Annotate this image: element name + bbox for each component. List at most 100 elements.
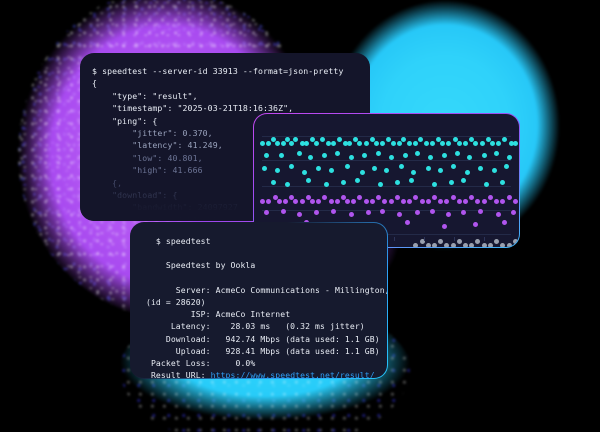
chart-dot-upload [305,195,311,200]
chart-dot-download [407,141,413,146]
chart-dot-download [411,169,417,175]
chart-dot-download [442,152,448,158]
chart-dot-upload [487,195,493,200]
chart-dot-download [429,141,435,146]
chart-dot-upload [456,198,462,204]
chart-dot-latency [469,243,475,247]
chart-dot-download [330,141,336,146]
chart-dot-download [415,150,421,156]
chart-dot-upload [481,198,487,204]
chart-dot-download [326,141,332,146]
chart-dot-download [417,137,423,143]
chart-dot-latency [456,239,462,245]
chart-dot-download [494,150,500,156]
result-line: Server: AcmeCo Communications - Millingt… [141,284,388,295]
chart-dot-upload [260,198,266,204]
chart-dot-download [483,181,489,187]
chart-dot-upload [264,210,270,216]
chart-dot-download [436,137,442,143]
chart-gridline [262,210,511,211]
chart-dot-download [285,137,291,143]
dot-chart-panel [253,113,520,248]
result-line: Packet Loss: 0.0% [141,358,256,369]
chart-dot-latency [438,239,444,245]
json-line: "type": "result", [92,90,198,101]
chart-dot-download [320,137,326,143]
json-line: "low": 40.801, [92,152,203,163]
json-command-line: $ speedtest --server-id 33913 --format=j… [92,65,370,77]
chart-dot-upload [502,220,508,226]
chart-dot-upload [442,223,448,229]
json-line: "ping": { [92,115,158,126]
json-line: "timestamp": "2025-03-21T18:16:36Z", [92,103,294,114]
chart-dot-latency [500,243,506,247]
chart-gridline [262,136,511,137]
chart-dot-upload [438,198,444,204]
chart-dot-upload [394,195,400,200]
chart-dot-upload [345,198,351,204]
chart-dot-download [396,141,402,146]
chart-dot-download [297,150,303,156]
chart-dot-download [440,141,446,146]
chart-dot-upload [336,223,342,229]
chart-dot-upload [473,222,479,227]
result-line [141,247,387,259]
chart-dot-upload [328,198,334,204]
chart-dot-latency [506,243,512,247]
chart-dot-download [355,177,361,183]
chart-dot-download [349,154,355,160]
result-url-link[interactable]: https://www.speedtest.net/result/ [210,370,375,379]
chart-dot-download [477,166,483,172]
chart-dot-latency [444,243,450,247]
result-url-line: Result URL: https://www.speedtest.net/re… [141,369,387,379]
chart-dot-latency [494,239,500,245]
chart-dot-download [280,141,286,146]
chart-dot-download [489,141,495,146]
chart-dot-upload [475,198,481,204]
chart-dot-upload [272,195,278,200]
dot-chart-area [254,114,519,247]
result-line [141,272,387,284]
chart-dot-upload [266,198,272,204]
chart-dot-download [289,141,295,146]
chart-dot-download [380,141,386,146]
chart-dot-download [432,181,437,187]
chart-dot-download [504,164,510,170]
chart-dot-download [512,141,518,146]
result-url-label: Result URL: [141,370,211,379]
chart-dot-download [448,179,454,185]
chart-dot-download [465,169,471,175]
result-line: ISP: AcmeCo Internet [141,309,291,320]
chart-dot-download [264,152,270,158]
json-line: "latency": 41.249, [92,140,223,151]
chart-dot-download [454,150,460,156]
chart-dot-download [322,152,328,158]
chart-dot-download [374,141,380,146]
chart-dot-upload [334,198,340,204]
chart-x-tick [424,237,425,241]
chart-dot-download [450,164,456,170]
chart-dot-upload [280,208,286,214]
chart-gridline [262,160,511,161]
chart-dot-download [398,164,404,170]
chart-dot-upload [444,198,450,204]
chart-dot-download [285,181,291,187]
chart-dot-latency [450,243,456,247]
chart-dot-download [343,141,348,146]
chart-dot-latency [432,243,437,247]
chart-dot-upload [415,210,421,216]
chart-dot-upload [512,198,518,204]
chart-dot-download [334,150,340,156]
chart-dot-upload [380,208,386,214]
chart-dot-download [340,179,346,185]
chart-dot-upload [477,208,483,214]
chart-dot-download [359,169,365,175]
chart-dot-upload [309,198,315,204]
result-line: Speedtest by Ookla [141,260,256,271]
chart-dot-upload [276,198,282,204]
json-command: speedtest --server-id 33913 --format=jso… [102,66,344,76]
chart-dot-upload [494,198,500,204]
chart-dot-download [409,177,415,183]
chart-dot-download [299,141,305,146]
